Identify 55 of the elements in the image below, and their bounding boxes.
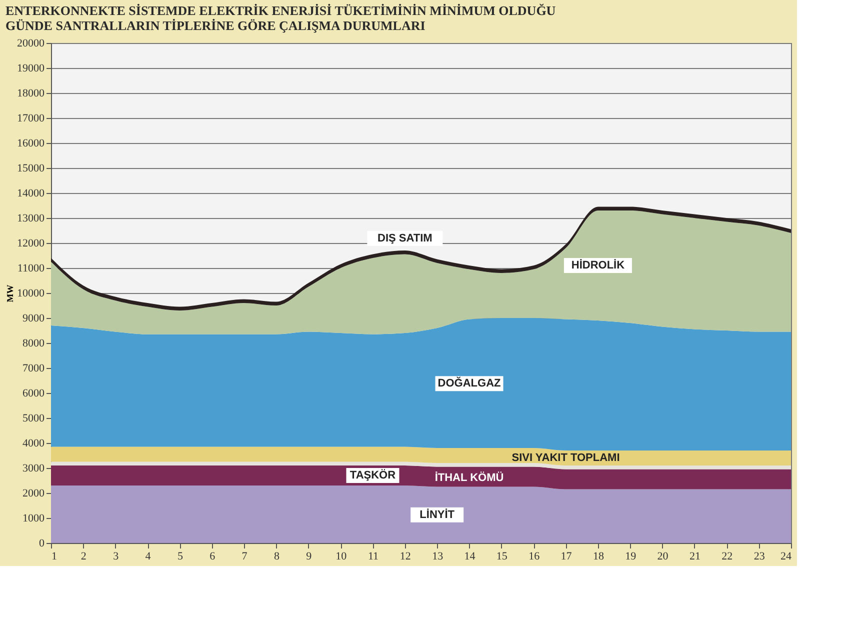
y-tick-label: 17000 — [17, 112, 45, 124]
y-tick-label: 11000 — [17, 262, 45, 274]
x-tick-label: 18 — [592, 550, 604, 562]
x-tick-label: 16 — [528, 550, 540, 562]
text: GÜNDE SANTRALLARIN TİPLERİNE GÖRE ÇALIŞMA DURUMLARI — [6, 18, 426, 33]
series-label: SIVI YAKIT TOPLAMI — [512, 452, 620, 464]
y-tick-label: 16000 — [17, 138, 45, 150]
x-tick-label: 14 — [464, 550, 476, 562]
series-label: LİNYİT — [420, 508, 455, 521]
x-tick-label: 10 — [336, 550, 348, 562]
y-tick-label: 12000 — [17, 238, 45, 250]
y-tick-label: 9000 — [22, 312, 45, 324]
y-tick-label: 3000 — [22, 462, 45, 474]
x-tick-label: 17 — [560, 550, 572, 562]
y-tick-label: 8000 — [22, 338, 45, 350]
x-tick-label: 12 — [400, 550, 411, 562]
x-tick-label: 24 — [780, 550, 792, 562]
y-tick-label: 1000 — [22, 512, 45, 524]
y-tick-label: 19000 — [17, 62, 45, 74]
x-tick-label: 2 — [80, 550, 86, 562]
x-tick-label: 6 — [210, 550, 216, 562]
x-tick-label: 9 — [306, 550, 312, 562]
y-tick-label: 2000 — [22, 488, 45, 500]
x-tick-label: 4 — [145, 550, 152, 562]
y-tick-label: 13000 — [17, 212, 45, 224]
y-tick-label: 7000 — [22, 362, 45, 374]
y-tick-label: 0 — [39, 538, 45, 550]
x-tick-label: 11 — [368, 550, 379, 562]
x-tick-label: 22 — [722, 550, 733, 562]
y-tick-label: 6000 — [22, 388, 45, 400]
x-tick-label: 7 — [242, 550, 248, 562]
x-tick-label: 23 — [754, 550, 766, 562]
y-tick-label: 14000 — [17, 188, 45, 200]
series-label: DIŞ SATIM — [378, 232, 432, 244]
x-tick-label: 8 — [274, 550, 280, 562]
text: ENTERKONNEKTE SİSTEMDE ELEKTRİK ENERJİSİ TÜKETİMİNİN MİNİMUM OLDUĞU — [6, 3, 556, 18]
x-tick-label: 19 — [625, 550, 637, 562]
series-label: DOĞALGAZ — [438, 376, 502, 390]
x-tick-label: 20 — [657, 550, 669, 562]
y-tick-label: 20000 — [17, 38, 45, 50]
y-tick-label: 18000 — [17, 88, 45, 100]
y-tick-label: 15000 — [17, 162, 45, 174]
x-tick-label: 5 — [177, 550, 184, 562]
series-label: HİDROLİK — [571, 258, 625, 272]
y-tick-label: 5000 — [22, 412, 45, 424]
y-tick-label: 4000 — [22, 438, 45, 450]
x-tick-label: 1 — [52, 550, 57, 562]
x-tick-label: 13 — [432, 550, 444, 562]
x-tick-label: 21 — [689, 550, 700, 562]
series-label: İTHAL KÖMÜ — [434, 470, 504, 484]
y-axis-title: MW — [5, 284, 15, 302]
y-tick-label: 10000 — [17, 288, 45, 300]
x-tick-label: 3 — [113, 550, 120, 562]
x-tick-label: 15 — [496, 550, 508, 562]
series-label: TAŞKÖR — [350, 468, 396, 482]
